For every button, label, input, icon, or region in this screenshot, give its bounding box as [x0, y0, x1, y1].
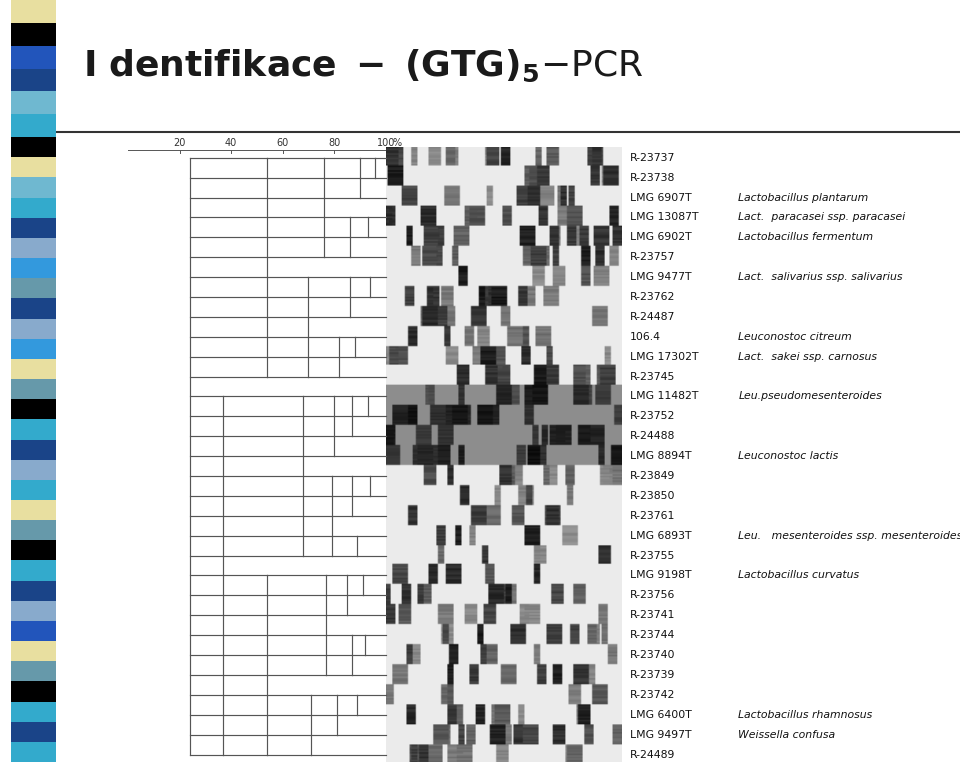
Bar: [12, 500, 56, 520]
Text: LMG 11482T: LMG 11482T: [630, 392, 698, 402]
Bar: [12, 258, 56, 278]
Text: LMG 9497T: LMG 9497T: [630, 729, 691, 740]
Bar: [12, 742, 56, 762]
Text: 20: 20: [174, 139, 185, 149]
Text: R-23740: R-23740: [630, 650, 676, 660]
Text: Leu.pseudomesenteroides: Leu.pseudomesenteroides: [738, 392, 882, 402]
Text: LMG 17302T: LMG 17302T: [630, 352, 699, 362]
Bar: [12, 459, 56, 480]
Text: R-23745: R-23745: [630, 372, 675, 382]
Bar: [12, 581, 56, 600]
Text: Leuconostoc lactis: Leuconostoc lactis: [738, 451, 839, 461]
Bar: [12, 278, 56, 299]
Bar: [12, 621, 56, 641]
Bar: [12, 46, 56, 69]
Text: R-23741: R-23741: [630, 610, 675, 620]
Text: Weissella confusa: Weissella confusa: [738, 729, 835, 740]
Bar: [12, 319, 56, 339]
Text: LMG 6907T: LMG 6907T: [630, 193, 691, 203]
Text: R-23850: R-23850: [630, 491, 676, 501]
Bar: [12, 681, 56, 702]
Text: Lactobacillus rhamnosus: Lactobacillus rhamnosus: [738, 709, 873, 720]
Bar: [12, 641, 56, 661]
Text: 106.4: 106.4: [630, 331, 660, 342]
Text: Lactobacillus curvatus: Lactobacillus curvatus: [738, 571, 859, 581]
Bar: [12, 399, 56, 419]
Text: R-24488: R-24488: [630, 431, 675, 441]
Text: R-23762: R-23762: [630, 292, 675, 302]
Text: $\mathbf{I\ dentifikace\ -\ (GTG)_5\mathrm{-PCR}}$: $\mathbf{I\ dentifikace\ -\ (GTG)_5\math…: [83, 48, 643, 84]
Text: Lact.  sakei ssp. carnosus: Lact. sakei ssp. carnosus: [738, 352, 877, 362]
Bar: [12, 137, 56, 157]
Bar: [12, 91, 56, 114]
Bar: [12, 218, 56, 238]
Bar: [12, 23, 56, 46]
Text: R-24487: R-24487: [630, 312, 675, 322]
Text: R-23739: R-23739: [630, 670, 675, 680]
Text: LMG 6893T: LMG 6893T: [630, 530, 691, 541]
Bar: [12, 359, 56, 379]
Text: Leu.   mesenteroides ssp. mesenteroides: Leu. mesenteroides ssp. mesenteroides: [738, 530, 960, 541]
Bar: [12, 299, 56, 319]
Text: R-24489: R-24489: [630, 750, 675, 760]
Bar: [12, 69, 56, 91]
Text: R-23744: R-23744: [630, 630, 675, 640]
Bar: [12, 379, 56, 399]
Bar: [12, 520, 56, 540]
Text: R-23737: R-23737: [630, 152, 675, 163]
Text: Lactobacillus plantarum: Lactobacillus plantarum: [738, 193, 869, 203]
Bar: [12, 560, 56, 581]
Bar: [12, 722, 56, 742]
Bar: [12, 540, 56, 560]
Text: LMG 6400T: LMG 6400T: [630, 709, 691, 720]
Text: R-23752: R-23752: [630, 411, 675, 421]
Text: R-23761: R-23761: [630, 511, 675, 520]
Bar: [12, 440, 56, 459]
Text: Lactobacillus fermentum: Lactobacillus fermentum: [738, 232, 874, 242]
Text: R-23849: R-23849: [630, 471, 675, 481]
Bar: [12, 197, 56, 218]
Text: 40: 40: [225, 139, 237, 149]
Text: 100: 100: [376, 139, 395, 149]
Bar: [12, 238, 56, 258]
Text: LMG 6902T: LMG 6902T: [630, 232, 691, 242]
Bar: [12, 339, 56, 359]
Bar: [12, 600, 56, 621]
Text: R-23742: R-23742: [630, 690, 675, 700]
Text: %: %: [393, 139, 402, 149]
Text: R-23755: R-23755: [630, 551, 675, 561]
Text: Lact.  salivarius ssp. salivarius: Lact. salivarius ssp. salivarius: [738, 272, 903, 282]
Text: R-23738: R-23738: [630, 173, 675, 183]
Text: 60: 60: [276, 139, 289, 149]
Bar: [12, 157, 56, 178]
Bar: [12, 0, 56, 23]
Bar: [12, 480, 56, 500]
Bar: [12, 178, 56, 197]
Bar: [12, 114, 56, 137]
Text: LMG 13087T: LMG 13087T: [630, 213, 699, 223]
Text: Lact.  paracasei ssp. paracasei: Lact. paracasei ssp. paracasei: [738, 213, 905, 223]
Bar: [12, 661, 56, 681]
Bar: [12, 419, 56, 440]
Text: LMG 9477T: LMG 9477T: [630, 272, 691, 282]
Text: Leuconostoc citreum: Leuconostoc citreum: [738, 331, 852, 342]
Text: LMG 8894T: LMG 8894T: [630, 451, 691, 461]
Bar: [12, 702, 56, 722]
Text: R-23756: R-23756: [630, 591, 675, 600]
Text: R-23757: R-23757: [630, 252, 675, 262]
Text: 80: 80: [328, 139, 341, 149]
Text: LMG 9198T: LMG 9198T: [630, 571, 691, 581]
